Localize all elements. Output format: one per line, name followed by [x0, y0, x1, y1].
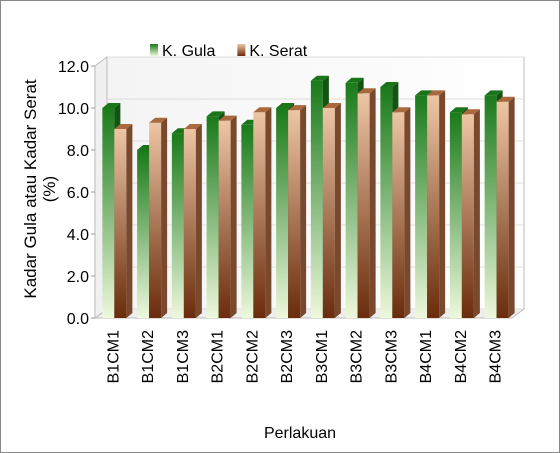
bar-top	[449, 107, 468, 113]
bar-top	[345, 77, 364, 83]
bar-top	[310, 75, 329, 81]
bar-front	[137, 150, 150, 318]
y-tick-label: 12.0	[58, 59, 89, 76]
bar	[392, 107, 411, 318]
bar	[183, 124, 202, 318]
bar	[427, 90, 446, 319]
y-tick-label: 2.0	[67, 269, 89, 286]
bar-top	[484, 90, 503, 96]
bar-front	[392, 112, 405, 318]
bar-top	[206, 111, 225, 117]
y-tick-label: 6.0	[67, 185, 89, 202]
bar-side	[161, 117, 168, 318]
bar-front	[427, 95, 440, 319]
bar-front	[149, 122, 162, 318]
legend-label: K. Serat	[249, 43, 307, 60]
bar	[496, 96, 515, 318]
x-tick-label: B3CM3	[383, 330, 400, 383]
bar-side	[300, 105, 307, 318]
x-tick-label: B3CM1	[314, 330, 331, 383]
bar-top	[149, 117, 168, 123]
bar	[322, 103, 341, 318]
x-tick-label: B1CM1	[105, 330, 122, 383]
bar-top	[276, 103, 295, 108]
x-tick-label: B2CM3	[279, 330, 296, 383]
bar-side	[195, 124, 202, 318]
bar-side	[508, 96, 515, 318]
bar-top	[461, 109, 480, 115]
y-tick-label: 4.0	[67, 227, 89, 244]
bar	[288, 105, 307, 318]
bar-side	[334, 103, 341, 318]
bar	[218, 115, 237, 318]
y-axis-label: Kadar Gula atau Kadar Serat (%)	[21, 79, 59, 299]
x-tick-label: B4CM3	[488, 330, 505, 383]
legend-swatch	[150, 44, 158, 56]
bar-side	[404, 107, 411, 318]
x-tick-label: B1CM2	[140, 330, 157, 383]
y-tick-label: 10.0	[58, 101, 89, 118]
bar-top	[218, 115, 237, 121]
bar-top	[380, 82, 399, 87]
bar-side	[126, 124, 133, 318]
bar	[357, 88, 376, 318]
bar-front	[484, 95, 497, 319]
legend-swatch	[237, 44, 246, 56]
bar-front	[114, 129, 127, 318]
bar-front	[415, 95, 428, 319]
bar-top	[253, 107, 272, 113]
x-tick-label: B1CM3	[175, 330, 192, 383]
bar-top	[288, 105, 307, 111]
bar	[114, 124, 133, 318]
bar-front	[253, 112, 266, 318]
bar-front	[357, 93, 370, 318]
bar-front	[183, 129, 196, 318]
bar-top	[114, 124, 133, 129]
bar-front	[380, 87, 393, 318]
x-tick-label: B4CM1	[418, 330, 435, 383]
x-axis-label: Perlakuan	[264, 425, 336, 442]
bar-front	[461, 114, 474, 318]
bar-top	[357, 88, 376, 94]
y-tick-label: 8.0	[67, 143, 89, 160]
bar-top	[322, 103, 341, 108]
x-tick-label: B3CM2	[349, 330, 366, 383]
bar-front	[288, 110, 301, 318]
y-tick-label: 0.0	[67, 311, 89, 328]
bar-top	[102, 103, 121, 108]
x-tick-label: B2CM2	[244, 330, 261, 383]
legend-label: K. Gula	[162, 43, 215, 60]
x-tick-label: B2CM1	[210, 330, 227, 383]
bar-front	[241, 124, 254, 318]
bar-top	[427, 90, 446, 96]
bar-top	[392, 107, 411, 113]
bar-front	[171, 133, 184, 318]
x-tick-label: B4CM2	[453, 330, 470, 383]
bar-side	[230, 115, 237, 318]
bar-front	[496, 101, 509, 318]
bar-front	[276, 108, 289, 318]
bar-front	[102, 108, 115, 318]
bar	[461, 109, 480, 318]
bar-top	[496, 96, 515, 102]
bar-front	[449, 112, 462, 318]
bar-top	[183, 124, 202, 129]
bar-side	[439, 90, 446, 319]
bar-front	[206, 116, 219, 319]
bar-side	[473, 109, 480, 318]
bar-front	[322, 108, 335, 318]
bar	[149, 117, 168, 318]
bar-side	[265, 107, 272, 318]
bar	[253, 107, 272, 318]
bar-front	[345, 82, 358, 318]
bar-front	[218, 120, 231, 318]
bar-side	[369, 88, 376, 318]
bar-front	[310, 80, 323, 318]
